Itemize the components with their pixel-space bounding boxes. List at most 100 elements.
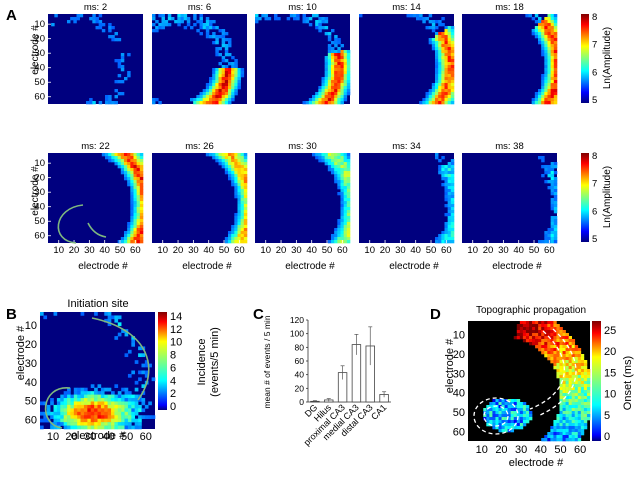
- panel-a-frame-cell: [243, 237, 248, 241]
- panel-a-frame-cell: [318, 95, 322, 99]
- panel-d-cell: [586, 384, 591, 388]
- panel-d-cell: [574, 438, 579, 442]
- panel-b-guide-line: [44, 387, 71, 429]
- panel-d-cell: [550, 342, 554, 346]
- panel-a-frame-cell: [444, 71, 448, 75]
- panel-d-cell: [574, 360, 579, 364]
- panel-a-frame-cell: [346, 156, 351, 160]
- panel-b-cell: [60, 401, 64, 406]
- panel-b-cell: [107, 322, 112, 327]
- panel-b-cell: [94, 404, 98, 409]
- panel-a-frame-cell: [133, 168, 137, 172]
- panel-a-frame-cell: [302, 101, 306, 105]
- panel-a-frame-cell: [435, 98, 439, 102]
- panel-d-cell: [529, 330, 533, 334]
- panel-b-cell: [63, 404, 68, 409]
- panel-a-frame-cell: [441, 98, 445, 102]
- panel-a-frame-cell: [114, 59, 118, 63]
- panel-a-frame-cell: [553, 80, 558, 84]
- panel-b-cell: [50, 425, 54, 430]
- panel-d-cell: [522, 420, 527, 424]
- panel-a-frame-cell: [177, 17, 181, 21]
- panel-a-frame-cell: [231, 240, 235, 244]
- panel-a-frame-cell: [117, 74, 122, 78]
- panel-a-frame-cell: [541, 240, 545, 244]
- panel-a-frame-cell: [127, 231, 131, 235]
- panel-a-frame-cell: [231, 92, 235, 96]
- panel-a-frame-cell: [139, 177, 144, 181]
- panel-a-frame-cell: [224, 50, 229, 54]
- panel-a-frame-cell: [98, 101, 103, 105]
- panel-a-frame-cell: [544, 180, 548, 184]
- panel-b-cell: [117, 415, 122, 419]
- panel-a-frame-cell: [444, 47, 448, 51]
- panel-a-frame-cell: [340, 210, 344, 214]
- panel-a-frame-xtick-label: 40: [306, 245, 317, 256]
- panel-a-frame-cell: [450, 98, 455, 102]
- panel-a-frame-cell: [444, 213, 448, 217]
- panel-a-frame-cell: [215, 35, 219, 39]
- panel-a-frame-cell: [547, 228, 551, 232]
- panel-a-frame-cell: [130, 201, 134, 205]
- panel-a-frame-cell: [139, 225, 144, 229]
- panel-a-frame-cell: [161, 26, 165, 30]
- panel-a-frame-cell: [117, 153, 122, 157]
- panel-b-cell: [73, 391, 78, 395]
- panel-d-cell: [547, 330, 551, 334]
- panel-d-cell: [550, 336, 554, 340]
- panel-a-frame-cell: [346, 68, 351, 72]
- panel-d-cell: [562, 417, 566, 421]
- panel-a-frame-cell: [237, 192, 241, 196]
- panel-a-frame-cell: [441, 32, 445, 36]
- panel-a-frame-cell: [67, 20, 71, 24]
- panel-d-cell: [562, 429, 566, 433]
- panel-a-frame-cell: [544, 74, 548, 78]
- panel-d-cell: [538, 324, 542, 328]
- panel-a-frame-cell: [243, 195, 248, 199]
- panel-a-frame-cell: [234, 192, 238, 196]
- panel-b-cell: [138, 404, 142, 409]
- panel-b-cell: [104, 422, 108, 426]
- panel-a-frame-cell: [224, 168, 229, 172]
- panel-a-frame-cell: [321, 101, 325, 105]
- panel-d-cell: [568, 357, 572, 361]
- panel-b-cell: [104, 387, 108, 392]
- panel-a-frame-cell: [441, 183, 445, 187]
- panel-a-frame-cell: [343, 71, 348, 75]
- panel-d-cell: [565, 363, 569, 367]
- panel-d-cell: [556, 423, 560, 427]
- panel-a-frame-cell: [231, 86, 235, 90]
- panel-d-cell: [510, 426, 515, 430]
- panel-a-frame-cell: [243, 174, 248, 178]
- panel-d-cell: [544, 333, 548, 337]
- panel-a-frame-cell: [343, 165, 348, 169]
- panel-a-frame-cell: [318, 92, 322, 96]
- panel-a-frame-cell: [343, 86, 348, 90]
- panel-a-frame-cell: [343, 95, 348, 99]
- panel-a-frame-cell: [221, 95, 226, 99]
- panel-a-frame-cell: [444, 225, 448, 229]
- panel-a-frame-cell: [343, 189, 348, 193]
- panel-b-cell: [60, 418, 64, 423]
- panel-a-frame-cell: [331, 41, 335, 45]
- panel-a-frame-cell: [133, 198, 137, 202]
- panel-d-cell: [583, 402, 588, 406]
- panel-a-frame-cell: [318, 17, 322, 21]
- panel-d-cell: [586, 372, 591, 376]
- panel-d-cell: [559, 393, 563, 397]
- panel-d-cell: [580, 378, 585, 382]
- panel-a-frame-cell: [130, 225, 134, 229]
- panel-a-frame-cell: [98, 14, 103, 18]
- panel-b-cell: [94, 425, 98, 430]
- panel-d-cell: [565, 432, 569, 436]
- panel-b-cell: [111, 411, 115, 416]
- panel-a-frame-cell: [553, 41, 558, 45]
- panel-a-frame-cell: [240, 189, 245, 193]
- panel-a-frame-cell: [334, 89, 338, 93]
- panel-b-cell: [127, 349, 132, 354]
- panel-a-frame-cell: [234, 228, 238, 232]
- panel-b-cell: [151, 377, 156, 382]
- panel-a-frame-cell: [305, 101, 310, 105]
- panel-a-xlabel-4: electrode #: [389, 261, 439, 272]
- panel-b-cell: [70, 394, 75, 399]
